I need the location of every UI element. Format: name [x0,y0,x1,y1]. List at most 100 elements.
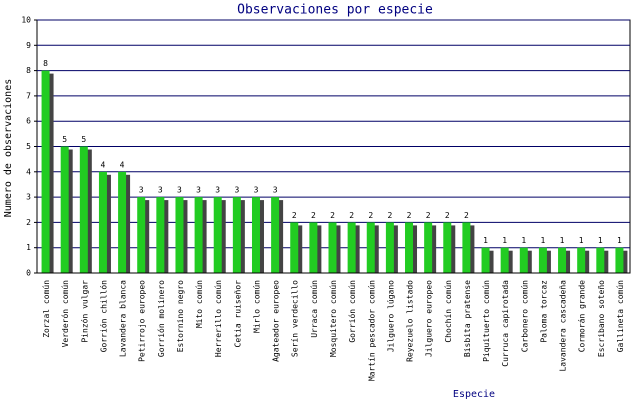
bar [60,146,69,273]
value-label: 1 [598,236,603,245]
value-label: 1 [541,236,546,245]
value-label: 2 [407,211,412,220]
bar [328,222,337,273]
y-tick-label: 2 [26,218,31,227]
value-label: 3 [234,186,239,195]
y-tick-label: 6 [26,117,31,126]
value-label: 3 [254,186,259,195]
value-label: 1 [617,236,622,245]
bar [500,247,509,273]
bar [271,197,280,273]
y-tick-label: 1 [26,243,31,252]
x-tick-label: Chochín común [444,280,453,343]
x-tick-label: Martín pescador común [367,280,376,381]
bar [251,197,260,273]
bar [596,247,605,273]
x-tick-label: Jilguero europeo [425,280,434,357]
bar [538,247,547,273]
value-label: 3 [158,186,163,195]
value-label: 4 [120,160,125,169]
value-label: 1 [502,236,507,245]
bar [156,197,165,273]
x-tick-label: Agateador europeo [272,280,281,362]
bar [175,197,184,273]
bar [290,222,299,273]
x-tick-label: Jilguero lúgano [386,280,395,352]
bar [309,222,318,273]
x-tick-label: Bisbita pratense [463,280,472,357]
x-tick-label: Reyezuelo listado [406,280,415,362]
x-tick-label: Curruca capirotada [501,280,510,367]
y-tick-label: 9 [26,41,31,50]
y-tick-label: 4 [26,167,31,176]
bar [405,222,414,273]
x-tick-label: Paloma torcaz [539,280,548,343]
bar [385,222,394,273]
y-tick-label: 5 [26,142,31,151]
bar [194,197,203,273]
bar [577,247,586,273]
x-tick-label: Serín verdecillo [291,280,300,357]
x-tick-label: Cetia ruiseñor [233,280,242,348]
bar [79,146,88,273]
value-label: 2 [349,211,354,220]
value-label: 2 [445,211,450,220]
bar [558,247,567,273]
value-label: 3 [139,186,144,195]
value-label: 4 [101,160,106,169]
x-tick-label: Carbonero común [520,280,529,352]
bar [424,222,433,273]
x-tick-label: Verderón común [60,280,70,348]
x-tick-label: Cormorán grande [578,280,587,352]
x-tick-label: Escribano soteño [597,280,606,357]
x-tick-label: Piquituerto común [482,280,491,362]
value-label: 5 [62,135,67,144]
bar [137,197,146,273]
value-label: 8 [43,59,48,68]
x-tick-label: Gorrión común [347,280,357,343]
x-tick-label: Mosquitero común [329,280,338,357]
x-axis-label: Especie [453,389,495,400]
value-label: 1 [560,236,565,245]
value-label: 1 [579,236,584,245]
bar [481,247,490,273]
x-tick-label: Mito común [195,280,204,328]
x-tick-label: Lavandera cascadeña [559,280,568,372]
value-label: 1 [521,236,526,245]
bar [41,70,50,273]
value-label: 2 [368,211,373,220]
x-tick-label: Gorrión chillón [98,280,108,352]
bar [118,171,127,273]
y-tick-label: 8 [26,66,31,75]
bar [347,222,356,273]
x-tick-label: Estornino negro [176,280,185,352]
value-label: 3 [196,186,201,195]
bar [519,247,528,273]
value-label: 2 [387,211,392,220]
value-label: 2 [311,211,316,220]
value-label: 2 [292,211,297,220]
value-label: 3 [273,186,278,195]
bar [443,222,452,273]
value-label: 2 [464,211,469,220]
x-tick-label: Lavandera blanca [119,280,128,357]
value-label: 5 [81,135,86,144]
value-label: 2 [426,211,431,220]
x-tick-label: Herrerillo común [214,280,223,357]
x-tick-label: Gallineta común [616,280,625,352]
y-tick-label: 7 [26,91,31,100]
x-tick-label: Pinzón vulgar [79,280,89,343]
y-axis-label: Numero de observaciones [3,79,14,217]
bar [462,222,471,273]
value-label: 3 [215,186,220,195]
bar [615,247,624,273]
y-tick-label: 3 [26,193,31,202]
x-tick-label: Gorrión molinero [156,280,166,357]
value-label: 2 [330,211,335,220]
chart-title: Observaciones por especie [237,3,433,18]
x-tick-label: Mirlo común [252,280,261,333]
value-label: 1 [483,236,488,245]
y-tick-label: 0 [26,269,31,278]
